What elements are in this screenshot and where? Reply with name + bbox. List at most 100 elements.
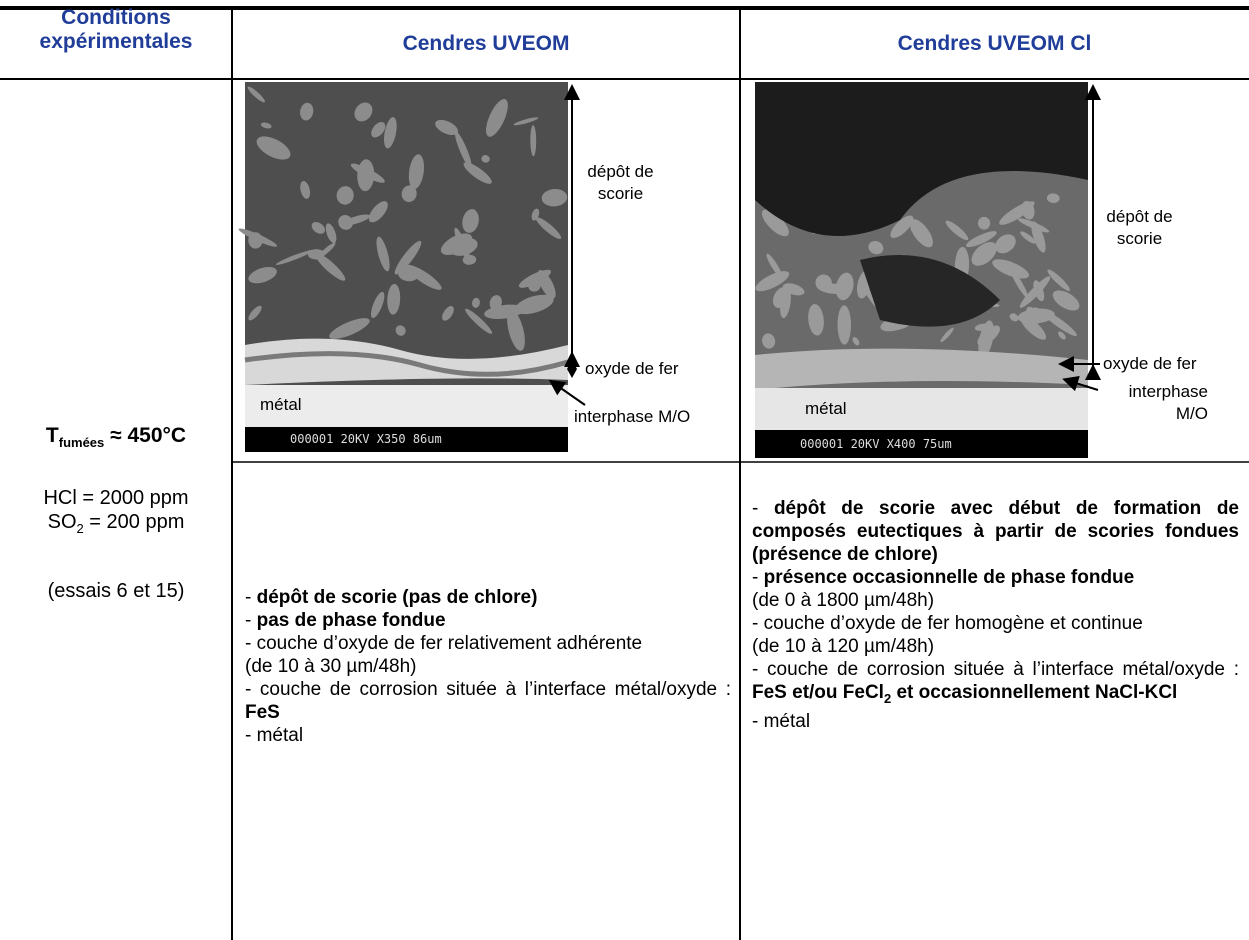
label: dépôt de scorie xyxy=(587,162,654,203)
texture xyxy=(1047,269,1070,291)
text: ≈ 450°C xyxy=(104,424,187,447)
paragraph: (de 10 à 30 µm/48h) xyxy=(245,655,731,678)
texture xyxy=(387,283,401,315)
texture xyxy=(1052,290,1080,311)
text: pas de phase fondue xyxy=(256,610,446,631)
texture xyxy=(371,121,386,138)
texture xyxy=(868,240,884,255)
texture xyxy=(350,163,385,183)
text: (de 10 à 120 µm/48h) xyxy=(752,636,935,657)
scale-bar: 000001 20KV X400 75um xyxy=(800,437,952,451)
texture xyxy=(489,295,502,311)
texture xyxy=(1026,306,1041,324)
texture xyxy=(395,325,406,336)
texture xyxy=(248,232,263,249)
hcl: HCl = 2000 ppm xyxy=(43,487,189,509)
micrograph xyxy=(238,82,569,452)
label: métal xyxy=(805,399,847,418)
text: = 200 ppm xyxy=(83,511,185,533)
texture xyxy=(852,337,860,346)
texture xyxy=(466,209,476,215)
texture xyxy=(1046,193,1060,203)
paragraph: - couche de corrosion située à l’interfa… xyxy=(752,658,1239,710)
texture xyxy=(1031,221,1046,253)
text: (de 10 à 30 µm/48h) xyxy=(245,656,417,677)
scale-bar: 000001 20KV X350 86um xyxy=(290,432,442,446)
texture xyxy=(1033,280,1045,302)
texture xyxy=(275,249,314,265)
texture xyxy=(256,136,291,160)
texture xyxy=(945,220,969,241)
paragraph: - couche d’oxyde de fer homogène et cont… xyxy=(752,612,1239,635)
texture xyxy=(325,223,337,244)
micrograph xyxy=(755,82,1088,458)
text: - xyxy=(245,587,257,608)
texture xyxy=(368,201,388,223)
temperature: Tfumées ≈ 450°C xyxy=(0,424,232,450)
texture xyxy=(909,219,933,248)
texture xyxy=(541,188,568,207)
texture xyxy=(371,291,385,319)
text: - xyxy=(245,610,257,631)
texture xyxy=(300,181,311,199)
so2: SO2 = 200 ppm xyxy=(0,511,232,536)
header-cell: Cendres UVEOM Cl xyxy=(897,32,1092,55)
texture xyxy=(1020,231,1036,244)
texture xyxy=(317,242,336,259)
text: - métal xyxy=(752,710,811,732)
texture xyxy=(481,155,490,163)
text: - couche d’oxyde de fer homogène et cont… xyxy=(752,613,1143,634)
texture xyxy=(837,305,852,345)
texture xyxy=(311,221,325,234)
texture xyxy=(435,119,459,136)
texture xyxy=(535,217,562,239)
paragraph: - métal xyxy=(752,710,1239,733)
text: 2 xyxy=(883,690,892,706)
texture xyxy=(762,333,776,349)
texture xyxy=(761,209,789,237)
label: oxyde de fer xyxy=(1103,354,1197,373)
label: interphase M/O xyxy=(574,407,691,426)
texture xyxy=(260,122,272,129)
text: et occasionnellement NaCl-KCl xyxy=(891,682,1178,703)
texture xyxy=(518,269,552,288)
texture xyxy=(507,309,525,351)
text: - xyxy=(752,498,774,519)
texture xyxy=(528,280,541,292)
label: interphase M/O xyxy=(1128,382,1208,423)
texture xyxy=(248,305,262,321)
tests: (essais 6 et 15) xyxy=(47,580,185,602)
paragraph: - couche d’oxyde de fer relativement adh… xyxy=(245,632,731,655)
texture xyxy=(940,327,954,343)
texture xyxy=(406,264,442,290)
texture xyxy=(465,308,493,334)
texture xyxy=(454,227,471,263)
text: fumées xyxy=(58,435,105,451)
texture xyxy=(1042,310,1077,337)
paragraph: - métal xyxy=(245,724,731,747)
texture xyxy=(766,253,783,278)
text: FeS et/ou FeCl xyxy=(752,682,884,703)
texture xyxy=(408,154,425,190)
text: - xyxy=(752,567,764,588)
texture xyxy=(401,185,417,203)
text: dépôt de scorie avec début de formation … xyxy=(752,498,1239,565)
texture xyxy=(999,201,1035,225)
texture xyxy=(1009,268,1029,299)
texture xyxy=(995,234,1016,254)
paragraph: - pas de phase fondue xyxy=(245,609,731,632)
texture xyxy=(329,318,370,339)
texture xyxy=(454,131,472,169)
paragraph: - couche de corrosion située à l’interfa… xyxy=(245,678,731,724)
text: 2 xyxy=(76,521,84,536)
texture xyxy=(965,231,997,248)
texture xyxy=(514,294,554,315)
texture xyxy=(247,86,265,103)
text: - couche de corrosion située à l’interfa… xyxy=(245,679,731,700)
texture xyxy=(835,272,854,301)
text: FeS xyxy=(245,702,280,723)
description: - dépôt de scorie avec début de formatio… xyxy=(752,497,1239,733)
description: - dépôt de scorie (pas de chlore) - pas d… xyxy=(245,586,731,747)
